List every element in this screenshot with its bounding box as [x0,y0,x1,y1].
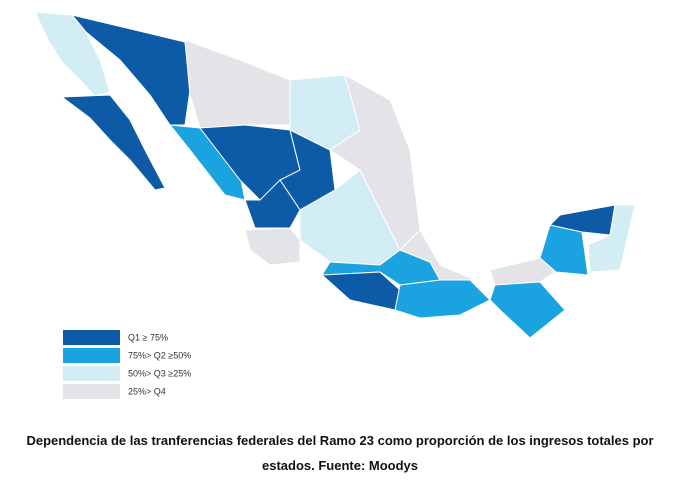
state [399,229,491,281]
state [587,204,636,273]
legend-swatch [63,384,120,399]
legend: Q1 ≥ 75% 75%> Q2 ≥50% 50%> Q3 ≥25% 25%> Q4 [63,330,191,399]
caption: Dependencia de las tranferencias federal… [26,433,654,473]
legend-label: 50%> Q3 ≥25% [128,368,191,378]
legend-swatch [63,348,120,363]
legend-label: 25%> Q4 [128,386,166,396]
states [34,11,636,339]
legend-swatch [63,330,120,345]
legend-label: Q1 ≥ 75% [128,332,168,342]
map: Q1 ≥ 75% 75%> Q2 ≥50% 50%> Q3 ≥25% 25%> Q4 [34,11,636,399]
state [489,281,566,339]
state [548,204,616,236]
state [489,257,556,286]
legend-swatch [63,366,120,381]
state [60,94,166,191]
legend-label: 75%> Q2 ≥50% [128,350,191,360]
state [394,279,491,319]
state [184,39,291,129]
state [244,227,301,266]
